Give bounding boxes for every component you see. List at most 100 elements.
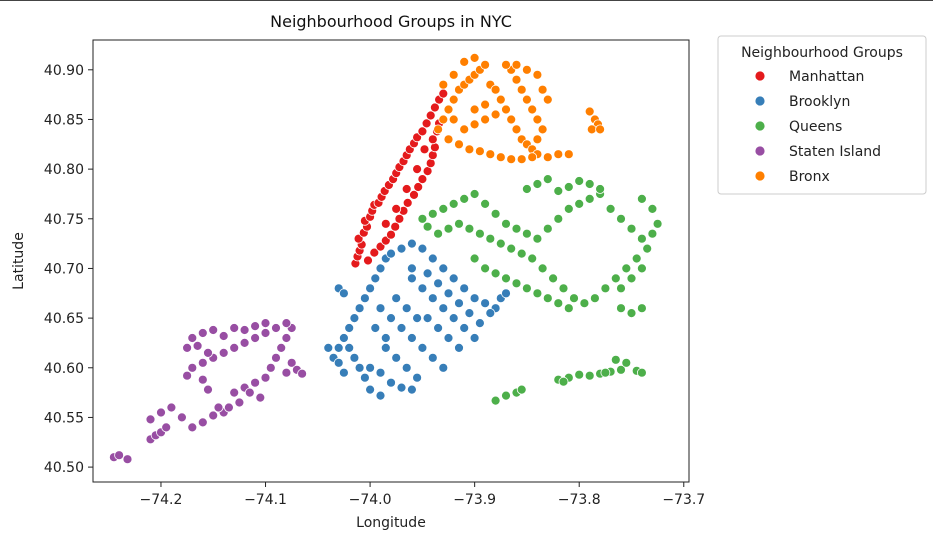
point-bronx	[532, 69, 543, 80]
point-staten-island	[229, 323, 240, 333]
y-tick-label: 40.75	[44, 212, 84, 228]
point-queens	[548, 273, 558, 284]
point-queens	[637, 303, 647, 314]
point-brooklyn	[338, 367, 349, 378]
point-queens	[501, 273, 511, 284]
x-tick-label: −73.7	[662, 492, 705, 508]
point-queens	[631, 253, 642, 264]
point-staten-island	[244, 387, 255, 398]
point-brooklyn	[469, 333, 480, 343]
point-brooklyn	[474, 318, 485, 329]
point-brooklyn	[375, 303, 386, 314]
point-bronx	[501, 104, 511, 115]
point-staten-island	[187, 333, 198, 343]
point-brooklyn	[422, 313, 433, 324]
point-queens	[469, 189, 480, 199]
point-brooklyn	[417, 243, 428, 254]
legend-label: Brooklyn	[789, 94, 850, 110]
point-brooklyn	[427, 253, 438, 264]
point-bronx	[443, 134, 454, 145]
point-bronx	[448, 69, 459, 80]
point-queens	[501, 218, 511, 229]
point-queens	[443, 223, 454, 234]
point-bronx	[495, 94, 506, 105]
legend: Neighbourhood Groups Manhattan Brooklyn Qu…	[717, 35, 927, 195]
point-queens	[495, 238, 506, 249]
legend-item-staten-island: Staten Island	[754, 144, 881, 160]
point-bronx	[522, 94, 532, 105]
point-queens	[621, 357, 632, 368]
point-brooklyn	[459, 283, 470, 294]
point-bronx	[438, 114, 449, 125]
point-staten-island	[166, 402, 177, 413]
point-queens	[600, 367, 611, 378]
point-brooklyn	[349, 352, 360, 363]
point-queens	[626, 223, 637, 234]
point-brooklyn	[396, 243, 407, 254]
point-brooklyn	[333, 357, 344, 368]
point-bronx	[522, 64, 532, 75]
point-brooklyn	[396, 323, 407, 333]
point-staten-island	[260, 328, 271, 338]
point-manhattan	[363, 255, 373, 266]
point-brooklyn	[333, 342, 344, 353]
point-queens	[626, 308, 637, 319]
point-staten-island	[276, 342, 287, 353]
point-queens	[637, 367, 647, 378]
point-staten-island	[281, 367, 292, 378]
point-staten-island	[297, 368, 308, 379]
legend-item-bronx: Bronx	[754, 169, 830, 185]
point-queens	[516, 248, 527, 259]
point-manhattan	[391, 203, 402, 214]
point-queens	[616, 364, 626, 375]
point-bronx	[537, 124, 548, 135]
point-brooklyn	[380, 342, 391, 353]
point-brooklyn	[406, 333, 417, 343]
point-queens	[511, 223, 522, 234]
point-queens	[605, 203, 616, 214]
point-brooklyn	[480, 298, 491, 309]
point-brooklyn	[338, 333, 349, 343]
point-manhattan	[413, 182, 424, 192]
point-brooklyn	[427, 293, 438, 304]
point-staten-island	[239, 337, 250, 348]
point-queens	[610, 273, 621, 284]
point-staten-island	[229, 387, 240, 398]
point-queens	[626, 273, 637, 284]
point-manhattan	[369, 247, 380, 258]
point-queens	[417, 213, 428, 224]
point-queens	[490, 208, 501, 219]
point-queens	[448, 198, 459, 209]
point-brooklyn	[359, 372, 370, 383]
point-brooklyn	[417, 283, 428, 294]
point-brooklyn	[344, 323, 355, 333]
point-bronx	[448, 114, 459, 125]
point-brooklyn	[433, 278, 444, 289]
point-queens	[438, 203, 449, 214]
point-queens	[637, 233, 647, 244]
point-queens	[616, 303, 626, 314]
point-queens	[427, 208, 438, 219]
point-bronx	[438, 79, 449, 90]
point-staten-island	[208, 410, 219, 421]
legend-label: Staten Island	[789, 144, 881, 160]
point-brooklyn	[438, 263, 449, 274]
point-queens	[584, 179, 595, 189]
top-border-line	[0, 0, 933, 1]
point-queens	[490, 268, 501, 279]
plot-area-frame	[92, 39, 690, 483]
point-bronx	[532, 134, 543, 145]
point-bronx	[469, 119, 480, 130]
point-bronx	[459, 124, 470, 135]
point-queens	[532, 288, 543, 299]
series-bronx	[433, 53, 605, 165]
point-bronx	[480, 59, 491, 70]
point-brooklyn	[391, 293, 402, 304]
point-manhattan	[417, 174, 428, 185]
point-queens	[422, 221, 433, 232]
point-manhattan	[390, 221, 401, 232]
series-staten-island	[109, 318, 308, 465]
point-manhattan	[402, 197, 413, 208]
y-tick-label: 40.50	[44, 460, 84, 476]
